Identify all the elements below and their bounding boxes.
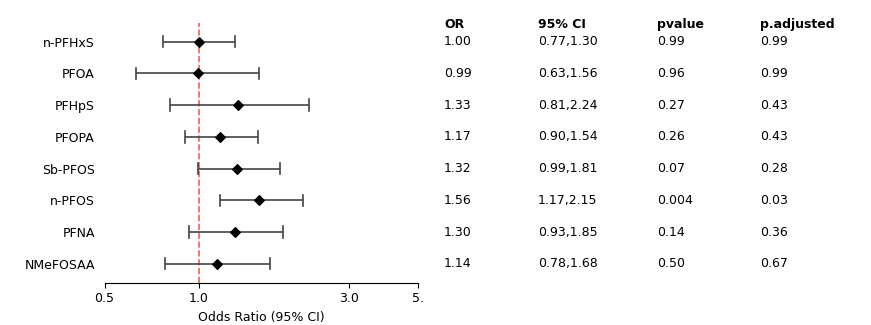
Text: 0.14: 0.14 — [658, 226, 685, 239]
Text: 1.17: 1.17 — [444, 130, 472, 143]
X-axis label: Odds Ratio (95% CI): Odds Ratio (95% CI) — [198, 311, 325, 324]
Text: 0.27: 0.27 — [658, 99, 685, 112]
Text: 0.78,1.68: 0.78,1.68 — [538, 257, 598, 270]
Text: 0.67: 0.67 — [760, 257, 787, 270]
Text: 95% CI: 95% CI — [538, 18, 586, 31]
Text: 0.28: 0.28 — [760, 162, 787, 175]
Text: 0.004: 0.004 — [658, 194, 693, 207]
Text: 0.03: 0.03 — [760, 194, 787, 207]
Text: 0.99: 0.99 — [760, 35, 787, 48]
Text: 1.14: 1.14 — [444, 257, 472, 270]
Text: 0.43: 0.43 — [760, 99, 787, 112]
Text: 1.32: 1.32 — [444, 162, 472, 175]
Text: 0.50: 0.50 — [658, 257, 685, 270]
Text: 0.63,1.56: 0.63,1.56 — [538, 67, 598, 80]
Text: 0.81,2.24: 0.81,2.24 — [538, 99, 598, 112]
Text: 0.99: 0.99 — [658, 35, 685, 48]
Text: 1.30: 1.30 — [444, 226, 472, 239]
Text: 1.56: 1.56 — [444, 194, 472, 207]
Text: 0.07: 0.07 — [658, 162, 685, 175]
Text: 0.26: 0.26 — [658, 130, 685, 143]
Text: 1.33: 1.33 — [444, 99, 472, 112]
Text: 0.77,1.30: 0.77,1.30 — [538, 35, 598, 48]
Text: 1.00: 1.00 — [444, 35, 472, 48]
Text: 0.43: 0.43 — [760, 130, 787, 143]
Text: 1.17,2.15: 1.17,2.15 — [538, 194, 598, 207]
Text: 0.99: 0.99 — [760, 67, 787, 80]
Text: 0.36: 0.36 — [760, 226, 787, 239]
Text: 0.93,1.85: 0.93,1.85 — [538, 226, 598, 239]
Text: 0.99,1.81: 0.99,1.81 — [538, 162, 598, 175]
Text: 0.96: 0.96 — [658, 67, 685, 80]
Text: p.adjusted: p.adjusted — [760, 18, 834, 31]
Text: 0.90,1.54: 0.90,1.54 — [538, 130, 598, 143]
Text: 0.99: 0.99 — [444, 67, 472, 80]
Text: OR: OR — [444, 18, 464, 31]
Text: pvalue: pvalue — [658, 18, 705, 31]
